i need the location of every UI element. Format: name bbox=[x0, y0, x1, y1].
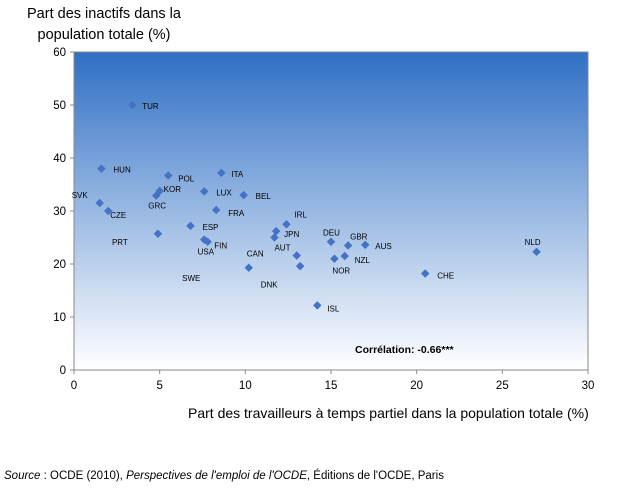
data-point-isl bbox=[313, 301, 322, 310]
source-text-before: : OCDE (2010), bbox=[40, 470, 127, 482]
point-label-aus: AUS bbox=[375, 242, 391, 251]
data-point-ita bbox=[217, 168, 226, 178]
point-label-bel: BEL bbox=[256, 192, 272, 201]
data-point-pol bbox=[163, 171, 173, 180]
y-axis-label: Part des inactifs dans la population tot… bbox=[27, 6, 181, 43]
point-label-nzl: NZL bbox=[355, 256, 371, 265]
y-tick-label: 40 bbox=[53, 153, 66, 165]
x-tick-label: 30 bbox=[582, 380, 595, 392]
source-publication-title: Perspectives de l'emploi de l'OCDE bbox=[126, 470, 307, 482]
point-label-isl: ISL bbox=[327, 304, 340, 313]
data-point-can bbox=[292, 251, 301, 260]
point-label-can: CAN bbox=[247, 250, 264, 259]
data-point-jpn bbox=[271, 226, 281, 236]
data-point-lux bbox=[199, 187, 209, 196]
data-point-tur bbox=[128, 100, 137, 110]
point-label-fin: FIN bbox=[214, 242, 227, 251]
point-label-nor: NOR bbox=[332, 267, 350, 276]
source-note: Source : OCDE (2010), Perspectives de l'… bbox=[4, 470, 444, 482]
point-label-svk: SVK bbox=[72, 191, 89, 200]
point-label-deu: DEU bbox=[323, 229, 340, 238]
point-label-prt: PRT bbox=[112, 238, 128, 247]
data-point-gbr bbox=[343, 241, 353, 250]
point-label-lux: LUX bbox=[216, 188, 232, 197]
plot-area bbox=[73, 51, 589, 371]
data-point-deu bbox=[326, 237, 336, 246]
source-text-after: , Éditions de l'OCDE, Paris bbox=[306, 470, 444, 482]
y-tick-label: 30 bbox=[53, 206, 66, 218]
y-tick-label: 20 bbox=[53, 259, 66, 271]
y-tick-label: 50 bbox=[53, 100, 66, 112]
point-label-jpn: JPN bbox=[284, 230, 299, 239]
source-prefix: Source bbox=[4, 470, 41, 482]
point-label-tur: TUR bbox=[142, 102, 159, 111]
point-label-nld: NLD bbox=[525, 238, 541, 247]
point-label-irl: IRL bbox=[294, 210, 307, 219]
data-point-prt bbox=[153, 229, 163, 239]
data-point-aut bbox=[270, 233, 279, 242]
point-label-pol: POL bbox=[178, 174, 195, 183]
point-label-dnk: DNK bbox=[261, 281, 279, 290]
y-tick-label: 10 bbox=[53, 312, 66, 324]
y-tick-label: 60 bbox=[53, 47, 66, 59]
x-tick-label: 25 bbox=[496, 380, 509, 392]
x-tick-label: 15 bbox=[325, 380, 338, 392]
data-point-hun bbox=[97, 164, 106, 173]
data-point-usa bbox=[203, 237, 212, 246]
data-point-swe bbox=[295, 261, 305, 271]
point-label-hun: HUN bbox=[113, 166, 131, 175]
data-point-aus bbox=[361, 240, 370, 250]
point-label-esp: ESP bbox=[203, 223, 219, 232]
point-label-cze: CZE bbox=[110, 211, 126, 220]
data-point-cze bbox=[104, 206, 113, 216]
point-label-fra: FRA bbox=[228, 209, 245, 218]
scatter-chart: 0 10 20 30 40 50 60 0 5 10 15 20 25 30 TUR HUN POL ITA KO… bbox=[53, 47, 595, 392]
point-label-grc: GRC bbox=[148, 202, 166, 211]
data-point-irl bbox=[282, 220, 291, 229]
data-point-bel bbox=[239, 190, 248, 200]
x-tick-label: 0 bbox=[71, 380, 77, 392]
point-label-swe: SWE bbox=[182, 274, 200, 283]
data-point-che bbox=[420, 269, 430, 278]
y-tick-label: 0 bbox=[60, 365, 66, 377]
x-tick-label: 10 bbox=[239, 380, 252, 392]
point-label-usa: USA bbox=[198, 248, 215, 257]
data-point-dnk bbox=[244, 263, 254, 272]
correlation-annotation: Corrélation: -0.66*** bbox=[355, 344, 455, 356]
data-point-svk bbox=[95, 198, 104, 208]
data-point-fra bbox=[211, 205, 221, 215]
x-tick-label: 5 bbox=[156, 380, 162, 392]
x-tick-label: 20 bbox=[410, 380, 423, 392]
point-label-aut: AUT bbox=[274, 244, 290, 253]
data-point-esp bbox=[186, 221, 195, 231]
point-label-ita: ITA bbox=[231, 170, 244, 179]
point-label-gbr: GBR bbox=[350, 232, 368, 241]
point-label-kor: KOR bbox=[164, 185, 182, 194]
data-point-grc bbox=[151, 191, 161, 200]
x-axis-label: Part des travailleurs à temps partiel da… bbox=[188, 405, 589, 421]
point-label-che: CHE bbox=[437, 272, 454, 281]
